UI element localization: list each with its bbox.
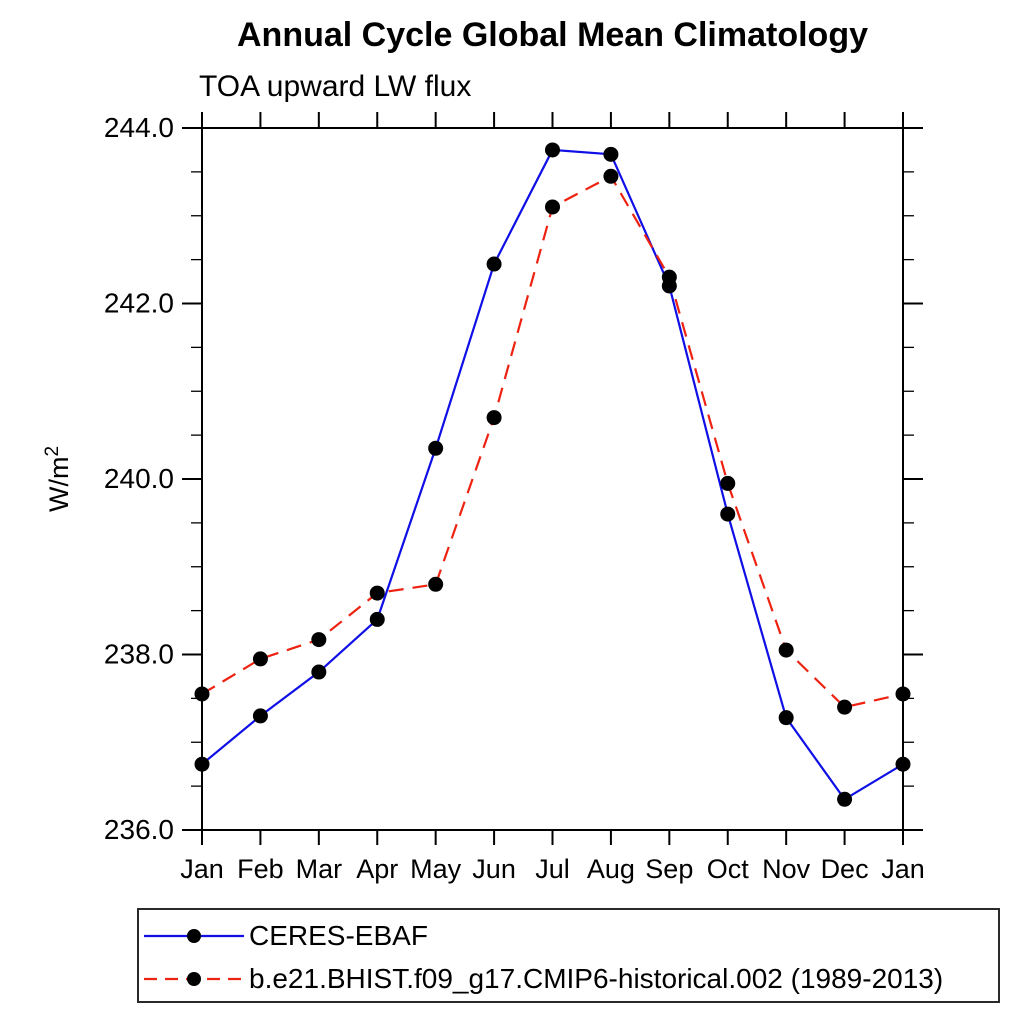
legend-marker-dot <box>187 929 201 943</box>
data-point-marker-0 <box>311 664 327 680</box>
data-point-marker-1 <box>603 168 619 184</box>
axis-frame <box>201 127 904 831</box>
x-tick-label: Jul <box>535 854 570 884</box>
data-point-marker-0 <box>778 710 794 726</box>
series-line-0 <box>201 148 904 801</box>
data-point-marker-0 <box>252 708 268 724</box>
data-point-marker-0 <box>486 256 502 272</box>
data-point-marker-0 <box>837 791 853 807</box>
data-point-marker-1 <box>778 642 794 658</box>
x-tick-label: Oct <box>707 854 750 884</box>
y-axis-title: W/m2 <box>42 446 74 512</box>
data-point-marker-0 <box>545 142 560 158</box>
data-point-marker-1 <box>252 651 268 667</box>
data-point-marker-1 <box>720 475 736 491</box>
data-point-marker-0 <box>428 440 444 456</box>
data-point-marker-1 <box>486 410 502 426</box>
legend-item-model: b.e21.BHIST.f09_g17.CMIP6-historical.002… <box>139 958 998 1000</box>
x-tick-label: Jun <box>472 854 516 884</box>
data-point-marker-1 <box>311 632 327 648</box>
data-point-marker-1 <box>194 686 210 702</box>
y-tick-label: 240.0 <box>104 463 174 494</box>
x-tick-label: Nov <box>762 854 811 884</box>
legend-box: CERES-EBAF b.e21.BHIST.f09_g17.CMIP6-his… <box>137 908 1000 1003</box>
x-tick-label: Dec <box>821 854 869 884</box>
data-point-marker-0 <box>895 756 911 772</box>
chart-title: Annual Cycle Global Mean Climatology <box>237 16 868 54</box>
legend-marker-dot <box>187 972 201 986</box>
data-point-marker-0 <box>194 756 210 772</box>
y-tick-label: 236.0 <box>104 814 174 845</box>
x-tick-label: May <box>410 854 462 884</box>
y-tick-label: 238.0 <box>104 639 174 670</box>
data-point-marker-1 <box>369 585 385 601</box>
x-tick-label: Jan <box>180 854 224 884</box>
series-line-1 <box>201 174 904 709</box>
x-tick-label: Apr <box>356 854 398 884</box>
y-tick-label: 242.0 <box>104 288 174 319</box>
legend-label-ceres: CERES-EBAF <box>249 920 428 951</box>
chart-subtitle: TOA upward LW flux <box>199 70 472 103</box>
data-point-marker-1 <box>428 576 444 592</box>
data-point-marker-1 <box>837 699 853 715</box>
legend-item-ceres: CERES-EBAF <box>139 915 998 957</box>
legend-swatch-ceres <box>144 929 244 943</box>
legend-swatch-model <box>144 972 244 986</box>
data-point-marker-1 <box>661 269 677 285</box>
x-tick-label: Jan <box>881 854 925 884</box>
y-tick-label: 244.0 <box>104 112 174 143</box>
data-point-marker-0 <box>603 146 619 162</box>
legend-label-model: b.e21.BHIST.f09_g17.CMIP6-historical.002… <box>249 963 944 994</box>
x-tick-label: Feb <box>237 854 284 884</box>
x-tick-label: Sep <box>645 854 693 884</box>
x-tick-label: Mar <box>296 854 343 884</box>
data-point-marker-1 <box>895 686 911 702</box>
data-point-marker-1 <box>545 199 560 215</box>
data-point-marker-0 <box>720 506 736 522</box>
data-point-marker-0 <box>369 611 385 627</box>
x-tick-label: Aug <box>587 854 635 884</box>
